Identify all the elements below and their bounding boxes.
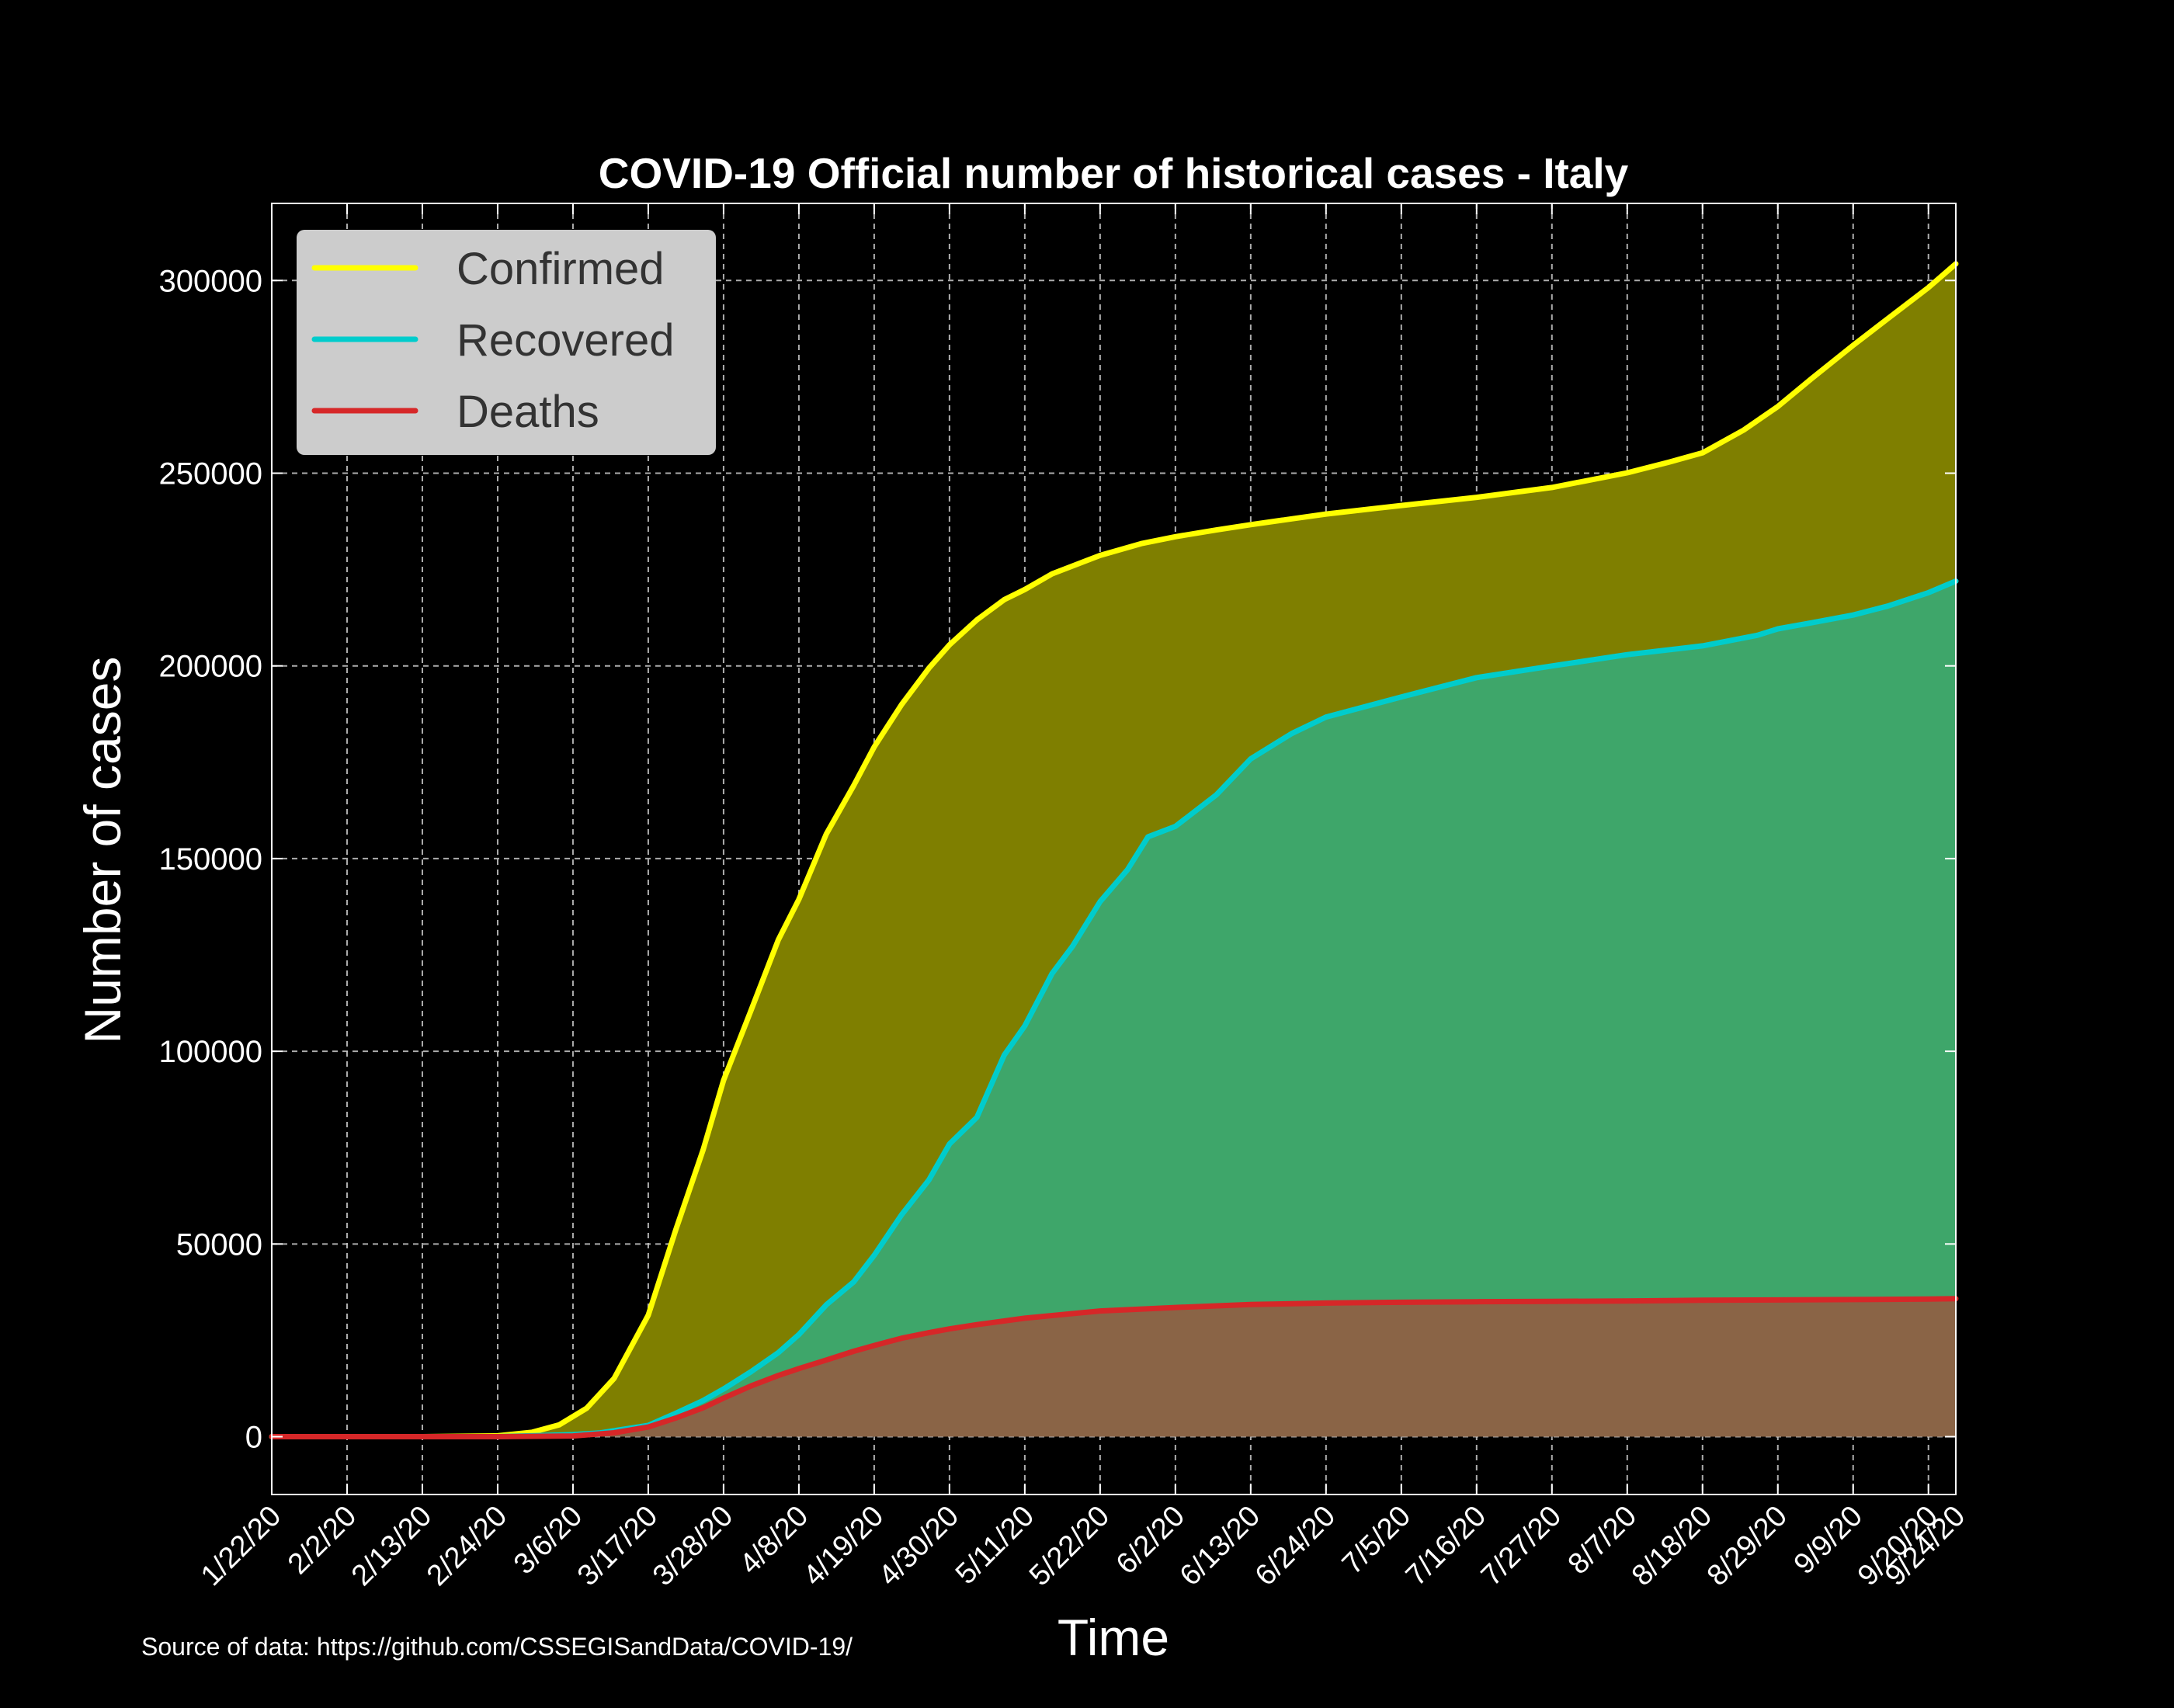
legend-label-confirmed: Confirmed: [457, 244, 665, 294]
legend-label-deaths: Deaths: [457, 387, 599, 437]
chart-title: COVID-19 Official number of historical c…: [599, 149, 1629, 197]
y-tick-label: 100000: [159, 1035, 262, 1069]
legend-box: [297, 230, 716, 455]
line-recovered: [269, 578, 1959, 1439]
y-tick-label: 0: [245, 1421, 262, 1455]
y-tick-label: 150000: [159, 842, 262, 877]
y-tick-label: 50000: [176, 1227, 262, 1262]
x-axis-label: Time: [1057, 1609, 1169, 1666]
y-tick-label: 200000: [159, 650, 262, 684]
y-axis-label: Number of cases: [74, 657, 131, 1044]
legend-label-recovered: Recovered: [457, 315, 674, 366]
line-confirmed: [269, 261, 1959, 1439]
y-tick-label: 250000: [159, 457, 262, 491]
legend: Confirmed Recovered Deaths: [297, 230, 716, 455]
source-note: Source of data: https://github.com/CSSEG…: [141, 1633, 853, 1661]
line-deaths: [269, 1296, 1959, 1439]
area-deaths: [272, 1298, 1956, 1437]
y-tick-label: 300000: [159, 264, 262, 298]
area-recovered: [272, 581, 1956, 1437]
plot-frame: [271, 203, 1957, 1495]
